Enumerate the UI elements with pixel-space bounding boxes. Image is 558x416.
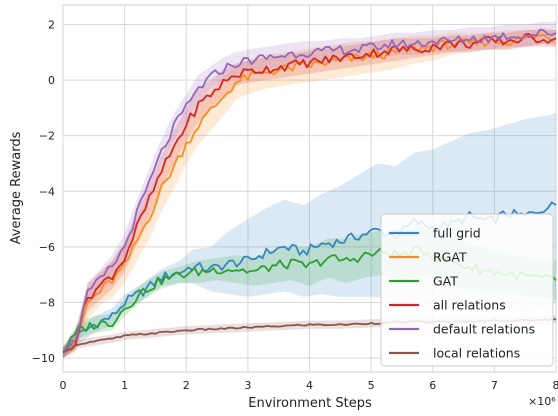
legend-label: full grid bbox=[433, 226, 481, 241]
legend-label: default relations bbox=[433, 322, 535, 337]
y-tick-label: 2 bbox=[48, 18, 55, 31]
legend-box bbox=[380, 213, 554, 367]
legend-label: all relations bbox=[433, 298, 506, 313]
y-tick-label: −8 bbox=[39, 296, 55, 309]
confidence-band bbox=[63, 30, 556, 359]
y-tick-label: −4 bbox=[39, 185, 55, 198]
x-tick-label: 8 bbox=[553, 379, 558, 392]
y-tick-label: −6 bbox=[39, 241, 55, 254]
series-line bbox=[62, 33, 557, 354]
x-tick-label: 2 bbox=[183, 379, 190, 392]
y-tick-label: −2 bbox=[39, 130, 55, 143]
series-line bbox=[62, 28, 557, 354]
y-tick-label: −10 bbox=[32, 352, 55, 365]
x-tick-label: 3 bbox=[244, 379, 251, 392]
legend-label: local relations bbox=[433, 346, 520, 361]
x-tick-label: 6 bbox=[429, 379, 436, 392]
x-tick-label: 1 bbox=[121, 379, 128, 392]
x-tick-label: 4 bbox=[306, 379, 313, 392]
x-tick-label: 7 bbox=[491, 379, 498, 392]
x-scale-multiplier: ×10⁶ bbox=[528, 395, 556, 408]
tick-labels: 0 1 2 3 4 5 6 7 8 −10 −8 −6 −4 −2 0 2 bbox=[32, 18, 558, 392]
x-tick-label: 0 bbox=[60, 379, 67, 392]
x-axis-label: Environment Steps bbox=[248, 396, 372, 411]
y-axis-label: Average Rewards bbox=[9, 131, 24, 244]
y-tick-label: 0 bbox=[48, 74, 55, 87]
legend: full grid RGAT GAT all relations default rel… bbox=[380, 213, 554, 367]
confidence-band bbox=[63, 27, 556, 359]
legend-label: GAT bbox=[433, 274, 458, 289]
legend-label: RGAT bbox=[433, 250, 467, 265]
x-tick-label: 5 bbox=[368, 379, 375, 392]
